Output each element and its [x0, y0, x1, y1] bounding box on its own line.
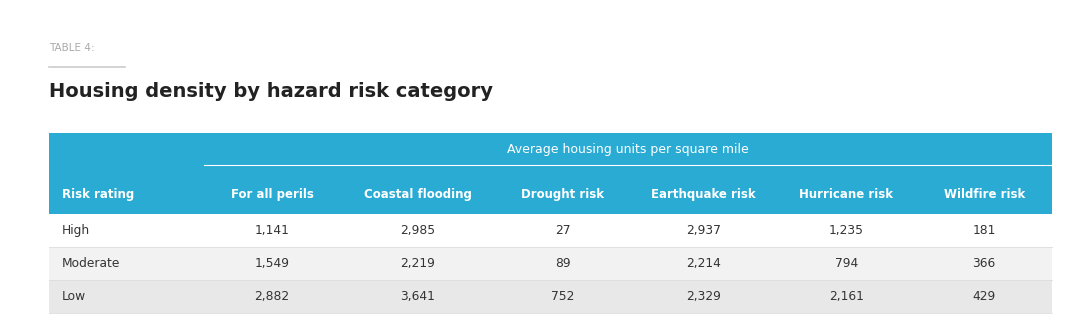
Text: Low: Low — [62, 290, 86, 303]
Text: Drought risk: Drought risk — [521, 189, 605, 201]
Text: TABLE 4:: TABLE 4: — [49, 43, 95, 53]
Text: Wildfire risk: Wildfire risk — [944, 189, 1025, 201]
Text: 366: 366 — [972, 257, 996, 270]
Text: 1,141: 1,141 — [255, 224, 290, 237]
Text: 27: 27 — [555, 224, 571, 237]
Text: 2,214: 2,214 — [686, 257, 720, 270]
Text: 2,161: 2,161 — [828, 290, 863, 303]
Text: 3,641: 3,641 — [400, 290, 435, 303]
Text: Coastal flooding: Coastal flooding — [364, 189, 472, 201]
Text: 2,329: 2,329 — [686, 290, 720, 303]
Text: Hurricane risk: Hurricane risk — [799, 189, 894, 201]
Text: 2,882: 2,882 — [255, 290, 290, 303]
Text: Housing density by hazard risk category: Housing density by hazard risk category — [49, 82, 493, 101]
Text: 794: 794 — [835, 257, 858, 270]
Text: 2,937: 2,937 — [686, 224, 720, 237]
Text: Earthquake risk: Earthquake risk — [651, 189, 755, 201]
Text: 89: 89 — [555, 257, 571, 270]
Text: High: High — [62, 224, 90, 237]
Text: Average housing units per square mile: Average housing units per square mile — [507, 143, 749, 156]
Text: Moderate: Moderate — [62, 257, 121, 270]
Text: For all perils: For all perils — [231, 189, 314, 201]
Text: Risk rating: Risk rating — [62, 189, 134, 201]
Text: 2,219: 2,219 — [400, 257, 435, 270]
Text: 1,235: 1,235 — [828, 224, 863, 237]
Text: 2,985: 2,985 — [400, 224, 435, 237]
Text: 181: 181 — [972, 224, 996, 237]
Text: 429: 429 — [972, 290, 996, 303]
Text: 1,549: 1,549 — [255, 257, 290, 270]
Text: 752: 752 — [552, 290, 574, 303]
